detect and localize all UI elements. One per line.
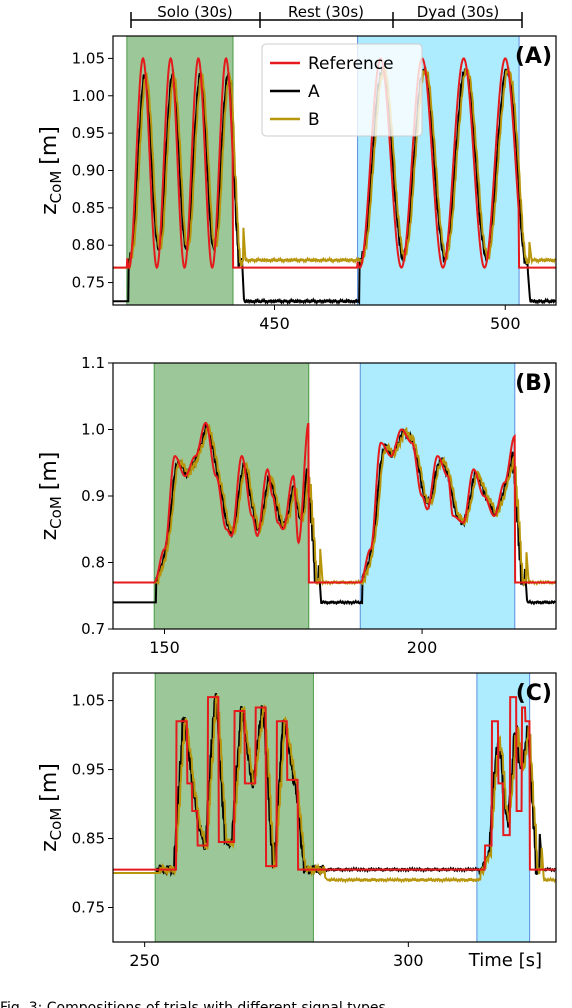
phase-header: Solo (30s) Rest (30s) Dyad (30s) bbox=[130, 3, 523, 28]
x-tick-label: 300 bbox=[393, 951, 424, 970]
caption-fragment: Fig. 3: Compositions of trials with diff… bbox=[0, 1000, 386, 1008]
x-axis-label: Time [s] bbox=[468, 950, 542, 971]
y-axis-label: zCoM [m] bbox=[37, 763, 65, 852]
x-tick-label: 500 bbox=[490, 314, 521, 333]
y-tick-label: 0.75 bbox=[72, 274, 105, 292]
x-tick-label: 250 bbox=[129, 951, 160, 970]
y-tick-label: 0.7 bbox=[81, 620, 105, 638]
panel-c: 0.75 0.85 0.95 1.05 250 300 Time [s] (C) zCoM [m] bbox=[37, 672, 557, 971]
y-axis-label-unit: [m] bbox=[37, 452, 62, 491]
legend-entry: A bbox=[308, 82, 320, 102]
axes-frame bbox=[112, 672, 557, 943]
y-tick-label: 0.80 bbox=[72, 236, 105, 254]
panel-a: 0.75 0.80 0.85 0.90 0.95 1.00 1.05 450 500 (A) zCo… bbox=[37, 35, 557, 333]
y-axis-label-unit: [m] bbox=[37, 763, 62, 802]
y-tick-label: 0.85 bbox=[72, 199, 105, 217]
dyad-span bbox=[359, 362, 516, 630]
y-axis-label-sub: CoM bbox=[47, 496, 65, 529]
panel-b: 0.7 0.8 0.9 1.0 1.1 150 200 (B) zCoM [m] bbox=[37, 354, 557, 657]
y-tick-label: 0.9 bbox=[81, 487, 105, 505]
y-tick-label: 0.90 bbox=[72, 162, 105, 180]
phase-label-rest: Rest (30s) bbox=[288, 3, 364, 21]
series-group bbox=[113, 56, 556, 305]
y-tick-label: 0.8 bbox=[81, 554, 105, 572]
x-tick-label: 150 bbox=[149, 638, 180, 657]
solo-span bbox=[153, 362, 310, 630]
y-tick-label: 0.75 bbox=[72, 899, 105, 917]
y-tick-label: 1.0 bbox=[81, 421, 105, 439]
legend-entry: Reference bbox=[308, 54, 394, 74]
y-tick-label: 0.95 bbox=[72, 761, 105, 779]
series-reference-line bbox=[113, 421, 556, 584]
series-group bbox=[113, 421, 556, 606]
y-axis-label-main: z bbox=[37, 840, 62, 852]
y-tick-label: 0.95 bbox=[72, 124, 105, 142]
y-axis-label-main: z bbox=[37, 203, 62, 215]
legend-entry: B bbox=[308, 110, 320, 130]
y-axis-label: zCoM [m] bbox=[37, 126, 65, 215]
y-axis-label: zCoM [m] bbox=[37, 452, 65, 541]
legend-box bbox=[261, 43, 423, 137]
series-group bbox=[113, 692, 556, 884]
y-axis-label-sub: CoM bbox=[47, 171, 65, 204]
y-tick-label: 0.85 bbox=[72, 830, 105, 848]
x-tick-label: 450 bbox=[259, 314, 290, 333]
series-reference-line bbox=[113, 696, 556, 871]
y-tick-label: 1.00 bbox=[72, 87, 105, 105]
y-tick-label: 1.05 bbox=[72, 49, 105, 67]
phase-label-dyad: Dyad (30s) bbox=[417, 3, 500, 21]
panel-label: (A) bbox=[515, 44, 552, 69]
y-tick-label: 1.05 bbox=[72, 692, 105, 710]
x-tick-label: 200 bbox=[407, 638, 438, 657]
panel-label: (C) bbox=[516, 681, 552, 706]
y-axis-label-unit: [m] bbox=[37, 126, 62, 165]
y-tick-label: 1.1 bbox=[81, 354, 105, 372]
y-axis-label-main: z bbox=[37, 529, 62, 541]
y-axis-label-sub: CoM bbox=[47, 808, 65, 841]
phase-label-solo: Solo (30s) bbox=[157, 3, 232, 21]
series-reference-line bbox=[113, 56, 556, 270]
panel-label: (B) bbox=[515, 371, 552, 396]
